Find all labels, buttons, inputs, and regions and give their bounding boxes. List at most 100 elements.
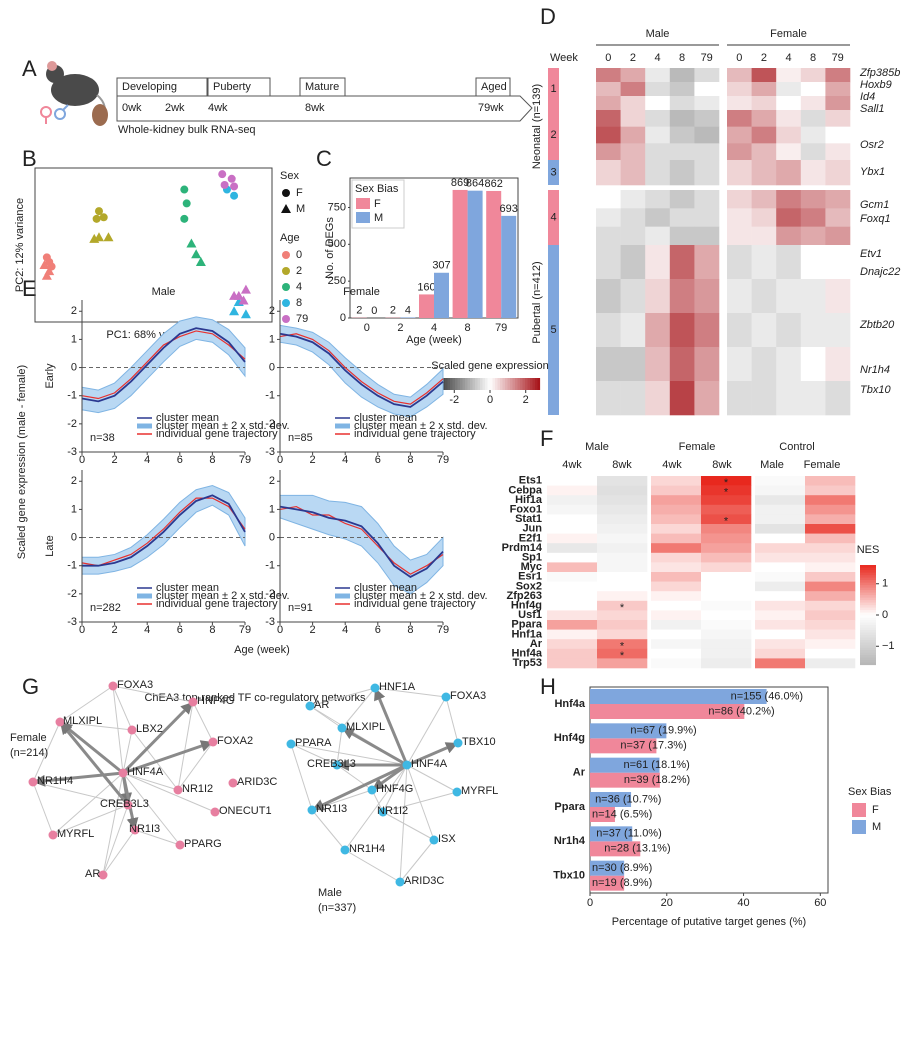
value-label: n=86 (40.2%) bbox=[708, 705, 774, 717]
legend-swatch bbox=[282, 251, 290, 259]
legend-label: F bbox=[374, 198, 381, 210]
heat-cell bbox=[776, 82, 802, 97]
colorbar-step bbox=[860, 587, 876, 591]
node bbox=[453, 738, 463, 748]
time-label: 2wk bbox=[165, 102, 185, 114]
heat-cell bbox=[751, 126, 777, 144]
legend-label: cluster mean bbox=[156, 582, 219, 594]
y-tick-label: -3 bbox=[67, 446, 77, 458]
x-tick-label: 8 bbox=[465, 322, 471, 334]
heat-cell bbox=[596, 68, 621, 83]
n-label: n=91 bbox=[288, 602, 313, 614]
heat-cell bbox=[547, 533, 598, 544]
value-label: n=67 (19.9%) bbox=[630, 725, 696, 737]
value-label: n=61 (18.1%) bbox=[623, 759, 689, 771]
edge bbox=[344, 849, 401, 883]
node-label: NR1H4 bbox=[349, 843, 385, 855]
edge bbox=[59, 720, 124, 775]
node-label: FOXA3 bbox=[117, 679, 153, 691]
heat-cell bbox=[651, 639, 702, 650]
x-tick-label: 4 bbox=[342, 454, 348, 466]
colorbar-tick-label: 2 bbox=[523, 394, 529, 406]
heat-cell bbox=[597, 543, 648, 554]
legend-label: individual gene trajectory bbox=[156, 598, 278, 610]
heat-cell bbox=[645, 126, 671, 144]
heat-cell bbox=[805, 562, 856, 573]
colorbar-step bbox=[860, 657, 876, 661]
time-label: 79wk bbox=[478, 102, 504, 114]
heat-cell bbox=[669, 279, 695, 314]
heat-cell bbox=[596, 381, 621, 416]
heat-cell bbox=[669, 160, 695, 186]
colorbar-step bbox=[447, 378, 451, 390]
node-label: MLXIPL bbox=[63, 715, 102, 727]
heat-cell bbox=[596, 190, 621, 209]
edge bbox=[382, 764, 408, 813]
heat-cell bbox=[755, 600, 806, 611]
y-tick-label: 500 bbox=[328, 238, 346, 250]
heat-cell bbox=[825, 381, 851, 416]
colorbar-step bbox=[860, 612, 876, 616]
node-label: ONECUT1 bbox=[219, 805, 272, 817]
y-tick-label: -1 bbox=[265, 560, 275, 572]
row-label: Zfp263 bbox=[507, 590, 542, 602]
heat-cell bbox=[825, 68, 851, 83]
caption: Whole-kidney bulk RNA-seq bbox=[118, 124, 256, 136]
heat-cell bbox=[727, 190, 752, 209]
colorbar-step bbox=[860, 635, 876, 638]
node-label: ARID3C bbox=[237, 776, 277, 788]
row-label: E2f1 bbox=[519, 532, 542, 544]
edge bbox=[445, 696, 459, 744]
row-label: Cebpa bbox=[508, 484, 543, 496]
stage-box bbox=[299, 77, 346, 97]
heat-cell bbox=[651, 552, 702, 563]
bar bbox=[590, 875, 625, 891]
value-label: 307 bbox=[432, 260, 450, 272]
colorbar-step bbox=[487, 378, 491, 390]
heat-cell bbox=[694, 143, 720, 161]
colorbar-step bbox=[860, 592, 876, 596]
heat-cell bbox=[727, 96, 752, 111]
mean-line bbox=[82, 494, 246, 567]
legend-label: M bbox=[374, 212, 383, 224]
edge bbox=[122, 740, 214, 775]
star: * bbox=[724, 487, 729, 499]
x-tick-label: 2 bbox=[112, 624, 118, 636]
column-label: 8 bbox=[810, 52, 816, 64]
heat-cell bbox=[620, 208, 646, 227]
colorbar-step bbox=[535, 378, 538, 390]
colorbar-step bbox=[860, 655, 876, 658]
row-label: Hnf4g bbox=[511, 600, 542, 612]
legend-swatch bbox=[852, 820, 866, 834]
edge bbox=[406, 741, 459, 767]
y-tick-label: 1 bbox=[269, 333, 275, 345]
legend-swatch bbox=[356, 198, 370, 209]
row-label: Stat1 bbox=[515, 513, 542, 525]
heat-cell bbox=[755, 514, 806, 525]
value-label: n=155 (46.0%) bbox=[731, 690, 803, 702]
group-label: Male bbox=[585, 441, 609, 453]
column-label: 4wk bbox=[562, 459, 582, 471]
heat-cell bbox=[805, 543, 856, 554]
gene-label: Foxq1 bbox=[860, 213, 891, 225]
y-tick-label: Ppara bbox=[554, 801, 585, 813]
heat-cell bbox=[645, 208, 671, 227]
star: * bbox=[620, 602, 625, 614]
heat-cell bbox=[547, 524, 598, 534]
heat-cell bbox=[800, 110, 826, 127]
heat-cell bbox=[800, 190, 826, 209]
gene-label: Hoxb9 bbox=[860, 79, 892, 91]
y-axis-label: No. of DEGs bbox=[324, 217, 336, 279]
heat-cell bbox=[596, 160, 621, 186]
bar bbox=[590, 772, 660, 788]
heat-cell bbox=[597, 562, 648, 573]
column-label: 79 bbox=[832, 52, 844, 64]
network-caption: Male bbox=[318, 887, 342, 899]
node-label: ARID3C bbox=[404, 875, 444, 887]
heat-cell bbox=[776, 226, 802, 246]
x-tick-label: 0 bbox=[277, 454, 283, 466]
heat-cell bbox=[751, 226, 777, 246]
heat-cell bbox=[694, 96, 720, 111]
panel-letter: C bbox=[316, 146, 332, 171]
x-tick-label: 2 bbox=[112, 454, 118, 466]
